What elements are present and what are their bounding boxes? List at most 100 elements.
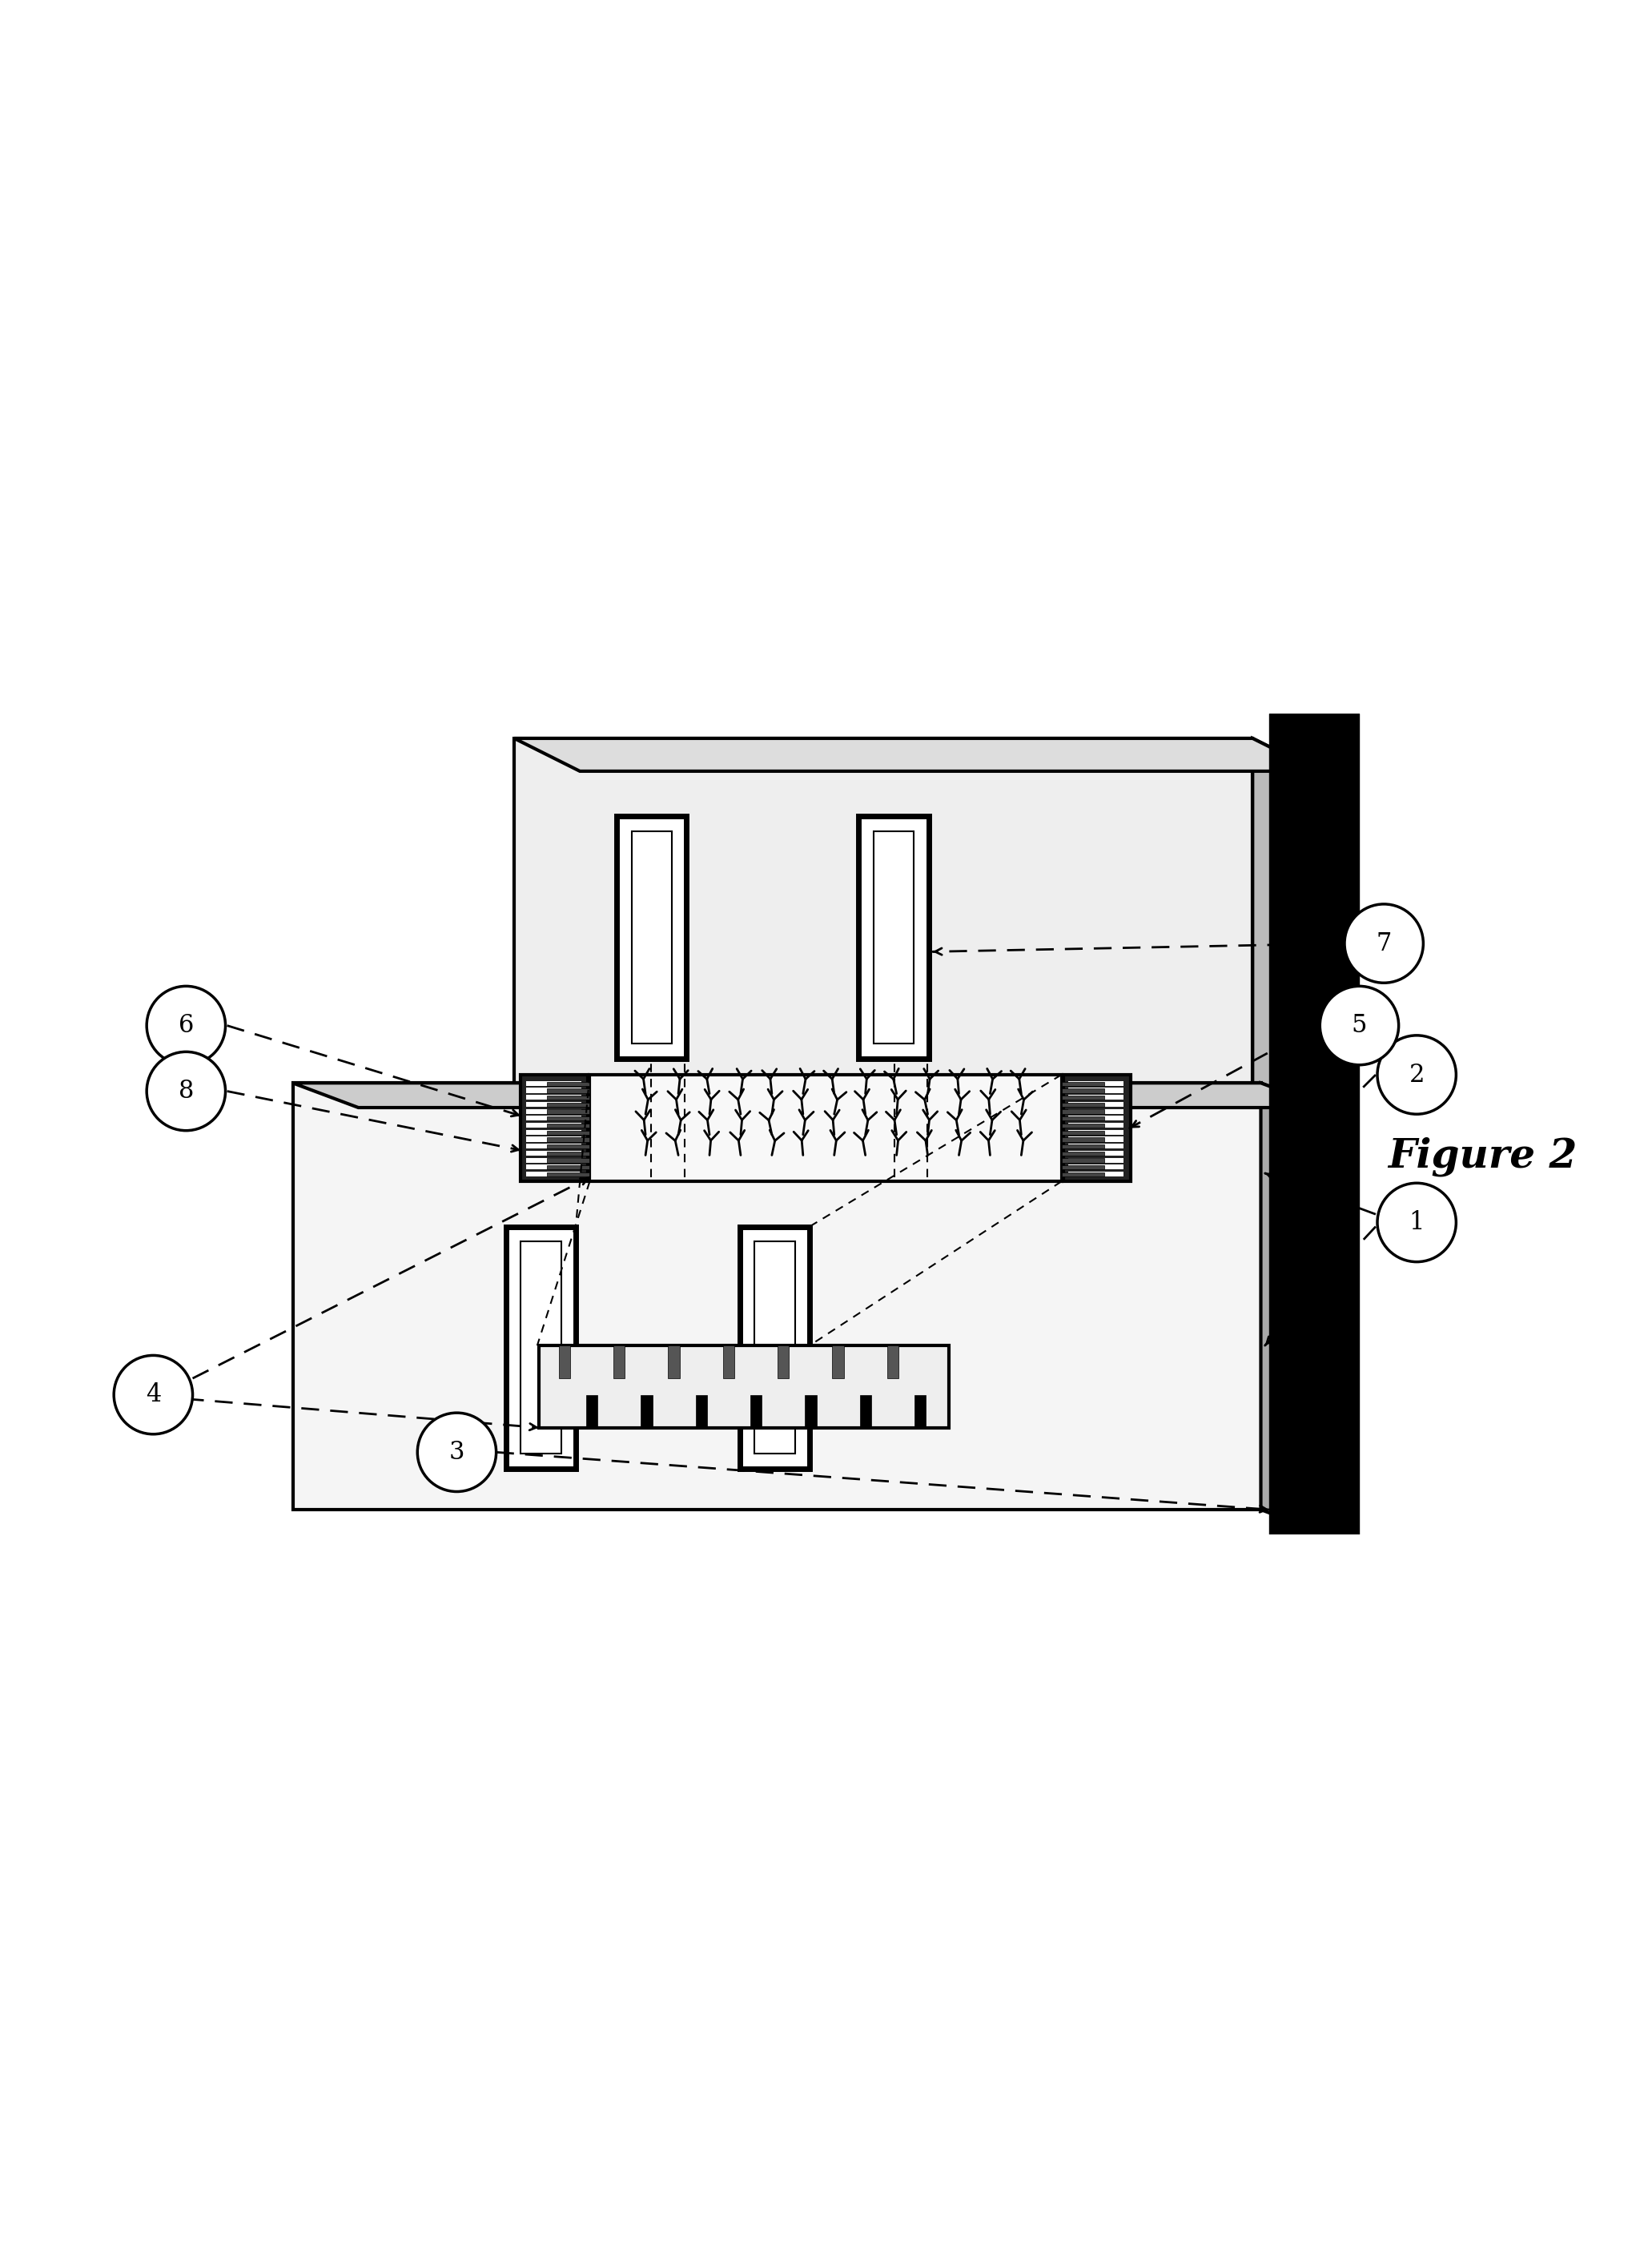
Bar — [558, 1347, 570, 1378]
Bar — [667, 1347, 679, 1378]
Bar — [525, 1131, 582, 1135]
Bar — [520, 1075, 588, 1182]
Bar — [525, 1095, 582, 1099]
Bar — [1062, 1137, 1104, 1142]
Bar — [547, 1131, 590, 1135]
Bar — [1062, 1095, 1104, 1099]
Bar — [1069, 1081, 1123, 1086]
Text: 7: 7 — [1376, 931, 1391, 955]
Bar — [547, 1088, 590, 1093]
Bar — [525, 1158, 582, 1162]
Bar — [724, 1347, 735, 1378]
Circle shape — [1378, 1182, 1455, 1261]
Bar — [1062, 1144, 1104, 1149]
Bar — [1062, 1081, 1104, 1086]
Bar — [1062, 1151, 1104, 1155]
Bar — [520, 1241, 562, 1454]
Bar — [525, 1144, 582, 1149]
Bar — [1062, 1117, 1104, 1122]
Text: 2: 2 — [1409, 1063, 1424, 1088]
Bar — [874, 832, 914, 1043]
Bar — [525, 1102, 582, 1106]
Text: 8: 8 — [178, 1079, 193, 1104]
Bar — [1069, 1102, 1123, 1106]
Bar — [1062, 1088, 1104, 1093]
Bar — [613, 1347, 624, 1378]
Bar — [1069, 1144, 1123, 1149]
Bar — [1062, 1131, 1104, 1135]
Circle shape — [114, 1356, 193, 1434]
Bar — [805, 1394, 816, 1427]
Bar — [833, 1347, 844, 1378]
Bar — [755, 1241, 795, 1454]
Bar — [506, 1227, 577, 1468]
Polygon shape — [1252, 737, 1318, 1158]
Bar — [586, 1394, 598, 1427]
Bar — [859, 816, 928, 1059]
Bar — [547, 1124, 590, 1128]
Circle shape — [147, 987, 225, 1066]
Polygon shape — [514, 737, 1318, 771]
Bar — [1269, 713, 1360, 1535]
Bar — [1062, 1164, 1104, 1169]
Bar — [1062, 1102, 1104, 1106]
Text: 3: 3 — [449, 1439, 464, 1466]
Bar — [1069, 1088, 1123, 1093]
Bar — [525, 1164, 582, 1169]
Bar — [859, 1394, 871, 1427]
Polygon shape — [1260, 1084, 1327, 1535]
Bar — [778, 1347, 790, 1378]
Bar — [547, 1158, 590, 1162]
Bar — [525, 1171, 582, 1176]
Bar — [1062, 1171, 1104, 1176]
Bar — [616, 816, 687, 1059]
Bar — [525, 1088, 582, 1093]
Bar — [1069, 1131, 1123, 1135]
Text: Figure 2: Figure 2 — [1388, 1137, 1578, 1176]
Bar — [547, 1117, 590, 1122]
Circle shape — [1345, 904, 1424, 982]
Bar — [525, 1115, 582, 1122]
Bar — [1069, 1151, 1123, 1155]
Bar — [547, 1102, 590, 1106]
Circle shape — [147, 1052, 225, 1131]
Text: 4: 4 — [145, 1383, 160, 1407]
Bar — [695, 1394, 707, 1427]
Circle shape — [418, 1412, 496, 1493]
Bar — [525, 1108, 582, 1113]
Bar — [547, 1144, 590, 1149]
Bar — [750, 1394, 762, 1427]
Bar — [525, 1122, 582, 1128]
Circle shape — [1320, 987, 1399, 1066]
Circle shape — [1378, 1036, 1455, 1115]
Bar — [525, 1081, 582, 1086]
Bar — [1069, 1137, 1123, 1142]
Bar — [539, 1347, 948, 1427]
Polygon shape — [514, 737, 1252, 1124]
Bar — [547, 1081, 590, 1086]
Bar — [1062, 1111, 1104, 1113]
Bar — [631, 832, 672, 1043]
Bar — [547, 1137, 590, 1142]
Bar — [1069, 1158, 1123, 1162]
Bar — [1069, 1115, 1123, 1122]
Bar — [1069, 1164, 1123, 1169]
Bar — [1069, 1108, 1123, 1113]
Bar — [1062, 1158, 1104, 1162]
Bar — [590, 1075, 1062, 1182]
Bar — [1069, 1095, 1123, 1099]
Bar — [1064, 1075, 1130, 1182]
Bar — [525, 1137, 582, 1142]
Text: 6: 6 — [178, 1014, 193, 1039]
Bar — [547, 1164, 590, 1169]
Bar — [641, 1394, 653, 1427]
Polygon shape — [292, 1084, 1327, 1108]
Polygon shape — [292, 1084, 1260, 1511]
Bar — [525, 1151, 582, 1155]
Text: 1: 1 — [1409, 1209, 1424, 1234]
Bar — [547, 1111, 590, 1113]
Bar — [1069, 1171, 1123, 1176]
Bar — [740, 1227, 809, 1468]
Bar — [547, 1171, 590, 1176]
Bar — [547, 1151, 590, 1155]
